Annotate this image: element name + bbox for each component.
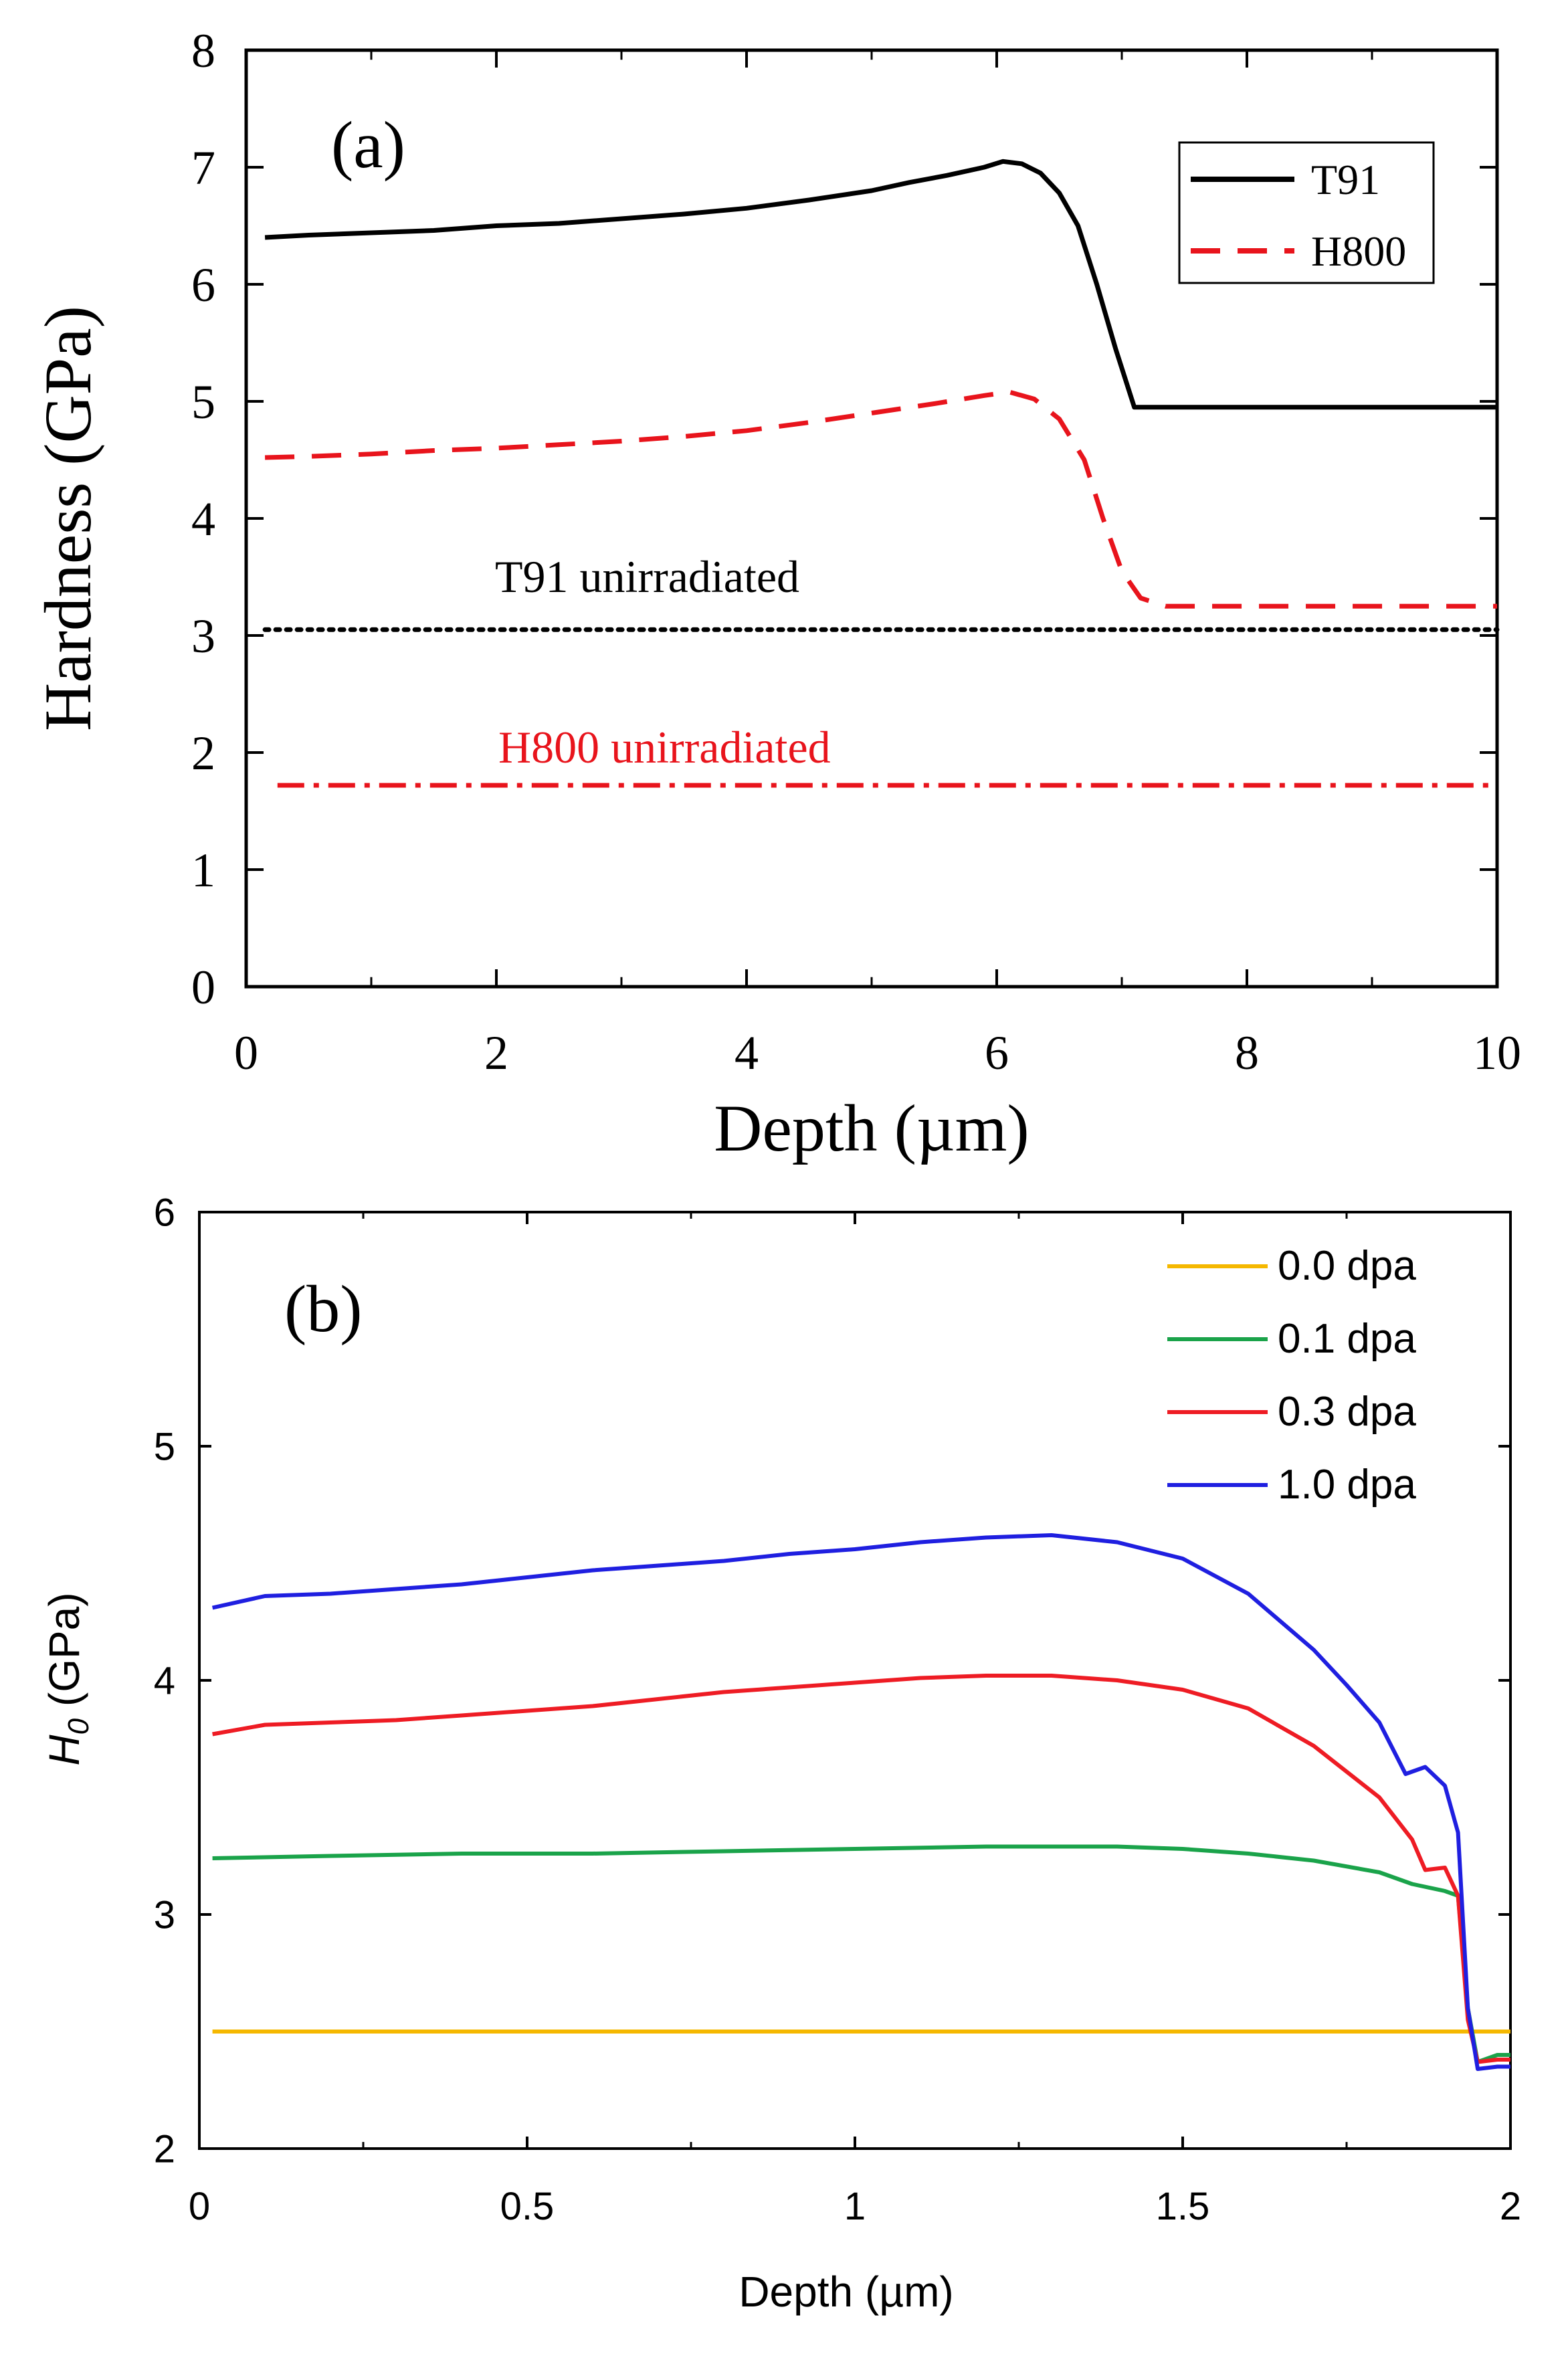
series-line-h800 bbox=[265, 389, 1497, 609]
y-tick-label-a: 6 bbox=[191, 258, 215, 312]
y-tick-label-b: 4 bbox=[154, 1659, 175, 1702]
legend-b: 0.0 dpa 0.1 dpa 0.3 dpa 1.0 dpa bbox=[1167, 1243, 1416, 1508]
legend-label-0-1-dpa: 0.1 dpa bbox=[1278, 1316, 1416, 1362]
y-tick-label-a: 4 bbox=[191, 492, 215, 546]
y-tick-label-b: 6 bbox=[154, 1191, 175, 1234]
x-axis-label-b: Depth (µm) bbox=[739, 2268, 953, 2316]
x-tick-label-a: 0 bbox=[234, 1026, 258, 1080]
series-line-1-0-dpa bbox=[211, 1533, 1510, 2071]
y-axis-label-b: H0 (GPa) bbox=[40, 1592, 95, 1765]
y-tick-label-b: 5 bbox=[154, 1425, 175, 1468]
x-tick-label-a: 6 bbox=[985, 1026, 1009, 1080]
legend-frame-a bbox=[1178, 141, 1435, 284]
legend-label-0-0-dpa: 0.0 dpa bbox=[1278, 1243, 1416, 1289]
series-line-0-3-dpa bbox=[212, 1674, 1510, 2064]
legend-label-0-3-dpa: 0.3 dpa bbox=[1278, 1389, 1416, 1435]
y-tick-label-b: 3 bbox=[154, 1893, 175, 1937]
y-tick-label-a: 5 bbox=[191, 375, 215, 429]
x-tick-label-a: 8 bbox=[1235, 1026, 1259, 1080]
y-axis-label-a: Hardness (GPa) bbox=[31, 306, 105, 731]
series-line-t91 bbox=[264, 159, 1497, 410]
y-tick-label-a: 0 bbox=[191, 961, 215, 1014]
x-axis-label-a: Depth (µm) bbox=[714, 1091, 1029, 1165]
panel-a-marks: 0 2 4 6 8 10 0 1 2 3 4 5 6 7 8 bbox=[191, 24, 1521, 1080]
x-tick-label-a: 4 bbox=[734, 1026, 759, 1080]
y-tick-label-a: 7 bbox=[191, 141, 215, 195]
x-tick-label-b: 1.5 bbox=[1156, 2185, 1210, 2228]
y-tick-label-a: 1 bbox=[191, 844, 215, 897]
annotation-h800-unirradiated: H800 unirradiated bbox=[498, 722, 831, 773]
y-tick-label-a: 2 bbox=[191, 726, 215, 780]
panel-b-marks: 0 0.5 1 1.5 2 2 3 4 5 6 bbox=[154, 1191, 1521, 2228]
x-tick-label-b: 0 bbox=[189, 2185, 210, 2228]
panel-b: 0 0.5 1 1.5 2 2 3 4 5 6 (b) Depth (µm) H0 (GPa) 0… bbox=[40, 1191, 1521, 2316]
panel-a: 0 2 4 6 8 10 0 1 2 3 4 5 6 7 8 (a) Depth (µm) Hardness… bbox=[31, 24, 1521, 1165]
panel-label-a: (a) bbox=[331, 108, 405, 182]
annotation-t91-unirradiated: T91 unirradiated bbox=[495, 551, 799, 602]
panel-label-b: (b) bbox=[284, 1272, 363, 1346]
x-tick-label-b: 2 bbox=[1500, 2185, 1521, 2228]
y-tick-label-a: 8 bbox=[191, 24, 215, 78]
y-tick-label-a: 3 bbox=[191, 609, 215, 663]
x-tick-label-b: 1 bbox=[844, 2185, 866, 2228]
y-tick-label-b: 2 bbox=[154, 2127, 175, 2171]
legend-label-1-0-dpa: 1.0 dpa bbox=[1278, 1462, 1416, 1508]
legend-label-h800: H800 bbox=[1311, 227, 1406, 275]
x-tick-label-b: 0.5 bbox=[500, 2185, 555, 2228]
x-tick-label-a: 10 bbox=[1473, 1026, 1521, 1080]
legend-label-t91: T91 bbox=[1311, 156, 1380, 203]
legend-a: T91 H800 bbox=[1178, 141, 1435, 284]
x-tick-label-a: 2 bbox=[484, 1026, 508, 1080]
